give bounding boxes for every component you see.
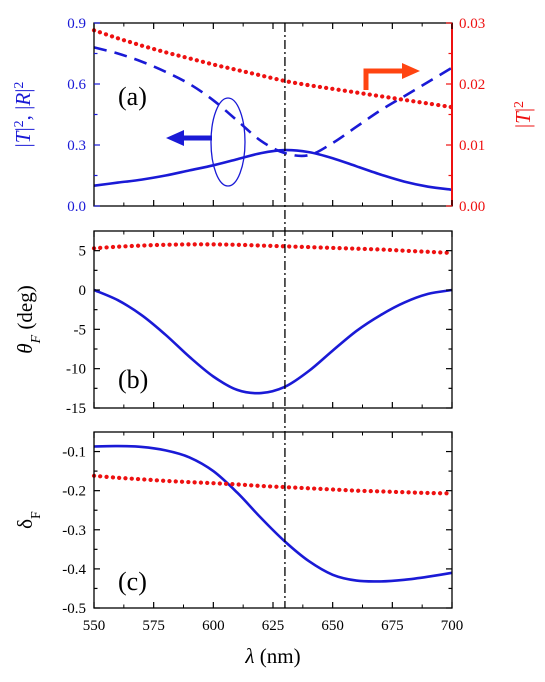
delta-axis-label-part: F [29,511,44,519]
right-y-tick-label: 0.03 [459,16,485,32]
left-y-axis-label-part: 2 [12,120,27,127]
left-y-axis-label-part: | [11,89,35,93]
theta-axis-label-part: F [29,334,44,344]
x-tick-label: 550 [83,618,106,634]
x-tick-label: 625 [262,618,285,634]
x-axis-label-symbol: λ [244,644,254,668]
series-T2-line [93,148,453,191]
delta-axis-label-part: δ [13,519,37,529]
panel-label-b: (b) [118,365,148,394]
left-y-axis-label-part: 2 [12,82,27,89]
y-tick-label: 0.9 [67,16,86,32]
x-tick-label: 575 [142,618,165,634]
tick-marks-layer [93,22,453,609]
x-axis-label: λ (nm) [244,644,300,668]
x-tick-label: 600 [202,618,225,634]
left-y-axis-label: |T|2, |R|2 [11,82,35,148]
series-group-ellipse [210,97,246,187]
left-y-axis-label-part: | [11,127,35,131]
left-axis-arrow-head [166,130,184,146]
y-tick-label: -0.1 [62,445,86,461]
y-tick-label: 0.0 [67,199,86,215]
x-axis-label-unit: (nm) [255,644,301,668]
y-tick-label: -0.5 [62,601,86,617]
y-tick-label: 0.3 [67,138,86,154]
right-y-tick-label: 0.01 [459,138,485,154]
y-tick-label: -0.3 [62,523,86,539]
series-delta-red-line [91,473,455,496]
y-tick-label: -15 [66,401,86,417]
y-tick-label: 0.6 [67,77,86,93]
y-tick-label: -0.2 [62,484,86,500]
right-axis-arrow-shaft [363,68,404,90]
theta-axis-label-part: (deg) [13,285,37,335]
left-y-axis-label-part: | [11,143,35,147]
y-tick-label: 5 [79,244,87,260]
right-axis-arrow-head [402,63,420,79]
theta-axis-label-part: θ [13,343,37,353]
left-y-axis-label-part: T [11,130,35,143]
data-lines-layer [91,23,455,608]
series-delta-blue-line [93,444,453,583]
x-tick-label: 675 [381,618,404,634]
series-theta-blue-line [93,288,453,395]
x-tick-label: 650 [321,618,344,634]
series-theta-red-line [91,242,455,256]
right-y-axis-label-part: | [511,124,535,128]
y-tick-label: -10 [66,362,86,378]
left-y-axis-label-part: R [11,93,35,107]
panel-label-c: (c) [118,567,147,596]
y-tick-label: -0.4 [62,562,86,578]
y-tick-label: -5 [74,322,87,338]
left-y-axis-label-part: , | [11,106,35,121]
right-y-axis-label-part: 2 [512,101,527,108]
x-tick-label: 700 [441,618,464,634]
delta-axis-label: δF [13,511,44,529]
right-y-tick-label: 0.02 [459,77,485,93]
series-R2-line [93,46,453,158]
panel-frames-layer [93,22,453,609]
series-T2-right-line [91,28,455,110]
annotations-layer [166,63,420,187]
theta-axis-label: θF (deg) [13,285,44,353]
right-y-axis-label-part: | [511,108,535,112]
panel-label-a: (a) [118,82,147,111]
right-y-axis-label: |T|2 [511,101,535,128]
y-tick-label: 0 [79,283,87,299]
right-y-tick-label: 0.00 [459,199,485,215]
labels-layer: 0.0 0.3 0.6 0.9 0.00 0.01 0.02 0.03 5 0 -5 -10 -15 -0… [11,16,535,668]
right-y-axis-label-part: T [511,111,535,124]
